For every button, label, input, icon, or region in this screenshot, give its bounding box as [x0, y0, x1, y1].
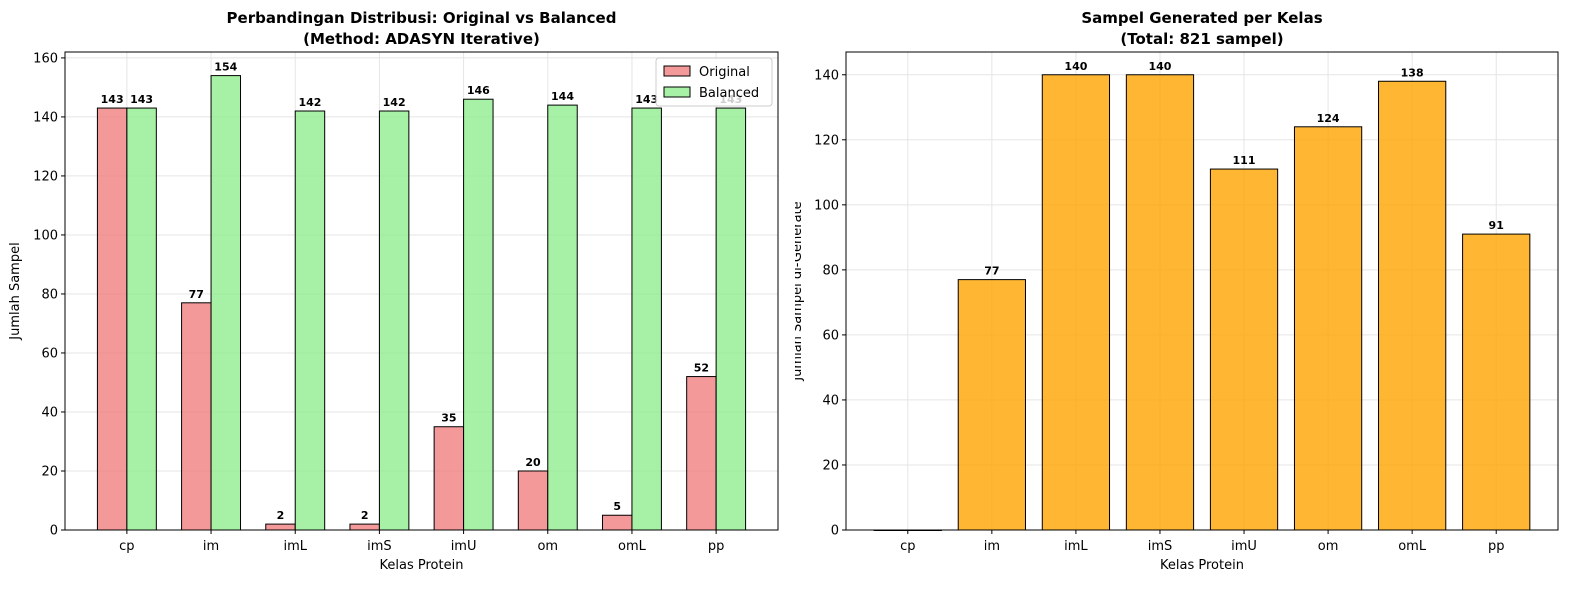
bar-generated-om	[1293, 126, 1363, 531]
bar-generated-imU	[1209, 168, 1279, 531]
y-tick-label: 100	[814, 198, 839, 213]
x-tick-label: om	[1318, 539, 1339, 554]
y-tick-label: 120	[33, 169, 58, 184]
plot-frame	[64, 51, 779, 531]
x-tick-label: imU	[451, 539, 477, 554]
legend-swatch-balanced	[663, 86, 691, 98]
bar-label-generated-omL: 138	[1401, 66, 1424, 79]
y-tick-label: 100	[33, 228, 58, 243]
bar-label-original-omL: 5	[613, 500, 621, 513]
bar-label-original-cp: 143	[101, 93, 124, 106]
bar-original-omL	[601, 514, 633, 531]
x-tick-label: imS	[1148, 539, 1173, 554]
bar-label-balanced-omL: 143	[635, 93, 658, 106]
x-tick-label: omL	[1398, 539, 1427, 554]
bar-balanced-omL	[631, 107, 662, 531]
x-tick-label: imS	[367, 539, 392, 554]
y-tick-label: 120	[814, 133, 839, 148]
x-axis-label: Kelas Protein	[380, 558, 464, 573]
bar-label-generated-im: 77	[984, 265, 999, 278]
bar-label-original-om: 20	[525, 456, 541, 469]
bar-original-pp	[686, 376, 717, 531]
y-tick-label: 20	[822, 458, 839, 473]
bar-label-original-pp: 52	[694, 362, 709, 375]
bar-original-im	[181, 302, 212, 531]
y-axis-label: Jumlah Sampel	[8, 242, 23, 340]
bar-balanced-cp	[126, 107, 157, 531]
bar-balanced-imS	[378, 110, 410, 531]
legend-label-original: Original	[699, 65, 750, 80]
x-tick-label: im	[203, 539, 219, 554]
x-tick-label: imU	[1231, 539, 1257, 554]
bar-balanced-im	[210, 75, 242, 531]
y-tick-label: 160	[33, 51, 58, 66]
chart-subtitle: (Method: ADASYN Iterative)	[303, 30, 540, 48]
bar-balanced-imU	[463, 98, 494, 531]
x-tick-label: pp	[708, 539, 725, 554]
bar-label-generated-imU: 111	[1233, 154, 1256, 167]
bar-label-balanced-imS: 142	[383, 96, 406, 109]
bar-label-original-imS: 2	[361, 509, 369, 522]
comparison-chart: 1437722352055214315414214214614414314302…	[8, 9, 779, 573]
x-tick-label: cp	[119, 539, 134, 554]
y-tick-label: 80	[822, 263, 839, 278]
y-tick-label: 40	[41, 405, 58, 420]
y-tick-label: 60	[822, 328, 839, 343]
x-tick-label: cp	[900, 539, 915, 554]
bar-balanced-pp	[715, 107, 747, 531]
y-axis-label: Jumlah Sampel di-Generate	[795, 201, 805, 381]
x-axis-label: Kelas Protein	[1160, 558, 1244, 573]
chart-title: Perbandingan Distribusi: Original vs Bal…	[227, 9, 617, 27]
bar-label-generated-pp: 91	[1489, 219, 1504, 232]
legend-swatch-original	[663, 65, 691, 77]
bar-label-original-imU: 35	[441, 412, 456, 425]
bar-balanced-om	[547, 104, 578, 531]
bar-balanced-imL	[294, 110, 326, 531]
x-tick-label: om	[537, 539, 558, 554]
plot-frame	[845, 51, 1559, 531]
bar-generated-im	[957, 279, 1026, 531]
y-tick-label: 140	[814, 68, 839, 83]
bar-generated-imS	[1125, 74, 1195, 531]
bar-original-cp	[96, 107, 128, 531]
bar-label-generated-om: 124	[1317, 112, 1340, 125]
y-tick-label: 0	[50, 524, 58, 539]
x-tick-label: im	[984, 539, 1000, 554]
legend-label-balanced: Balanced	[699, 86, 759, 101]
chart-subtitle: (Total: 821 sampel)	[1120, 30, 1283, 48]
bar-original-imL	[265, 523, 296, 531]
y-tick-label: 140	[33, 110, 58, 125]
bar-label-generated-imS: 140	[1148, 60, 1171, 73]
x-tick-label: imL	[1064, 539, 1088, 554]
bar-label-original-imL: 2	[277, 509, 285, 522]
bar-original-imS	[349, 523, 380, 531]
bar-label-balanced-im: 154	[214, 61, 237, 74]
generated-chart: 77 140 140 111 124 138 91 0 20 40 60 80 100 120 140 cp i…	[795, 9, 1559, 573]
bar-generated-pp	[1462, 233, 1531, 531]
bar-label-balanced-imL: 142	[298, 96, 321, 109]
y-tick-label: 20	[41, 464, 58, 479]
bar-label-balanced-imU: 146	[467, 84, 490, 97]
bar-generated-omL	[1378, 80, 1447, 531]
y-tick-label: 0	[831, 524, 839, 539]
bar-label-generated-imL: 140	[1064, 60, 1087, 73]
bar-label-balanced-cp: 143	[130, 93, 153, 106]
bar-original-om	[517, 470, 549, 531]
bar-label-balanced-om: 144	[551, 90, 574, 103]
bar-generated-imL	[1041, 74, 1111, 531]
x-tick-label: imL	[283, 539, 307, 554]
x-tick-label: omL	[618, 539, 647, 554]
bar-label-original-im: 77	[189, 288, 204, 301]
x-tick-label: pp	[1488, 539, 1505, 554]
y-tick-label: 60	[41, 346, 58, 361]
y-tick-label: 80	[41, 287, 58, 302]
bar-original-imU	[433, 426, 465, 531]
chart-title: Sampel Generated per Kelas	[1081, 9, 1322, 27]
y-tick-label: 40	[822, 393, 839, 408]
